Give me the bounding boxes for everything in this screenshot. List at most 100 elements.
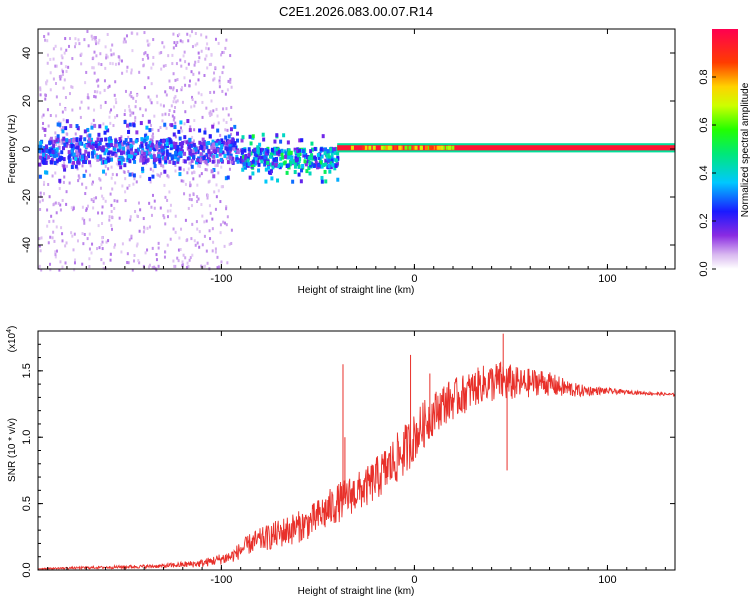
spectrogram-noise-cell xyxy=(200,49,203,53)
spectrogram-noise-cell xyxy=(178,32,181,36)
spectrogram-noise-cell xyxy=(44,93,47,97)
spectrogram-band-cell xyxy=(288,159,292,164)
spectrogram-noise-cell xyxy=(115,162,118,166)
spectrogram-band-cell xyxy=(266,160,270,165)
spectrogram-noise-cell xyxy=(158,174,161,178)
spectrogram-band-cell xyxy=(99,156,103,161)
spectrogram-x-axis-label: Height of straight line (km) xyxy=(298,285,415,296)
spectrogram-noise-cell xyxy=(99,106,102,110)
spectrogram-band-cell xyxy=(243,156,247,161)
spectrogram-noise-cell xyxy=(63,78,66,82)
spectrogram-band-cell xyxy=(210,169,214,174)
spectrogram-noise-cell xyxy=(74,258,77,262)
spectrogram-noise-cell xyxy=(118,58,121,62)
spectrogram-noise-cell xyxy=(143,52,146,56)
colorbar-tick-label: 0.2 xyxy=(698,213,710,228)
spectrogram-noise-cell xyxy=(194,43,197,47)
spectrogram-noise-cell xyxy=(229,80,232,84)
spectrogram-noise-cell xyxy=(77,38,80,42)
spectrogram-noise-cell xyxy=(197,91,200,95)
spectrogram-band-dot xyxy=(380,145,384,150)
spectrogram-noise-cell xyxy=(172,227,175,231)
spectrogram-band-cell xyxy=(169,143,173,148)
spectrogram-band-cell xyxy=(98,141,102,146)
spectrogram-noise-cell xyxy=(190,198,193,202)
spectrogram-noise-cell xyxy=(96,247,99,251)
spectrogram-noise-cell xyxy=(61,110,64,114)
spectrogram-noise-cell xyxy=(201,100,204,104)
spectrogram-band-dot xyxy=(361,145,365,150)
spectrogram-noise-cell xyxy=(181,264,184,268)
spectrogram-noise-cell xyxy=(80,62,83,66)
spectrogram-band-cell xyxy=(195,160,199,165)
spectrogram-noise-cell xyxy=(78,176,81,180)
spectrogram-band-cell xyxy=(212,174,216,179)
spectrogram-noise-cell xyxy=(150,205,153,209)
spectrogram-noise-cell xyxy=(160,51,163,55)
spectrogram-noise-cell xyxy=(97,62,100,66)
spectrogram-noise-cell xyxy=(54,201,57,205)
spectrogram-noise-cell xyxy=(183,76,186,80)
spectrogram-band-cell xyxy=(87,139,91,144)
spectrogram-band-cell xyxy=(90,125,94,130)
spectrogram-noise-cell xyxy=(43,180,46,184)
spectrogram-band-cell xyxy=(155,157,159,162)
spectrogram-noise-cell xyxy=(116,114,119,118)
spectrogram-band-dot xyxy=(429,145,433,150)
spectrogram-noise-cell xyxy=(213,71,216,75)
spectrogram-band-cell xyxy=(70,141,74,146)
spectrogram-noise-cell xyxy=(48,195,51,199)
spectrogram-band-cell xyxy=(96,154,100,159)
spectrogram-noise-cell xyxy=(84,192,87,196)
spectrogram-noise-cell xyxy=(63,51,66,55)
spectrogram-noise-cell xyxy=(57,143,60,147)
spectrogram-noise-cell xyxy=(183,50,186,54)
spectrogram-noise-cell xyxy=(132,182,135,186)
spectrogram-band-cell xyxy=(212,149,216,154)
spectrogram-noise-cell xyxy=(139,107,142,111)
spectrogram-band-cell xyxy=(55,138,59,143)
spectrogram-noise-cell xyxy=(184,83,187,87)
spectrogram-band-cell xyxy=(257,162,261,167)
spectrogram-noise-cell xyxy=(196,183,199,187)
spectrogram-noise-cell xyxy=(113,105,116,109)
spectrogram-noise-cell xyxy=(126,252,129,256)
spectrogram-noise-cell xyxy=(120,59,123,63)
spectrogram-noise-cell xyxy=(189,34,192,38)
spectrogram-noise-cell xyxy=(88,247,91,251)
spectrogram-band-cell xyxy=(61,146,65,151)
spectrogram-noise-cell xyxy=(143,225,146,229)
spectrogram-noise-cell xyxy=(62,86,65,90)
spectrogram-band-cell xyxy=(112,151,116,156)
colorbar: 0.0 0.2 0.4 0.6 0.8 Normalized spectral ampl… xyxy=(698,29,750,277)
spectrogram-noise-cell xyxy=(155,268,158,272)
colorbar-tick-label: 0.4 xyxy=(698,165,710,180)
spectrogram-band-cell xyxy=(94,144,98,149)
spectrogram-band-cell xyxy=(206,158,210,163)
spectrogram-noise-cell xyxy=(212,122,215,126)
snr-scale-prefix: (x10 xyxy=(7,332,18,352)
spectrogram-noise-cell xyxy=(172,86,175,90)
spectrogram-noise-cell xyxy=(68,44,71,48)
spectrogram-noise-cell xyxy=(128,238,131,242)
snr-y-axis-label: SNR (10 * v/v) xyxy=(7,418,18,482)
spectrogram-noise-cell xyxy=(188,84,191,88)
spectrogram-noise-cell xyxy=(116,199,119,203)
spectrogram-noise-cell xyxy=(85,207,88,211)
spectrogram-noise-cell xyxy=(128,93,131,97)
spectrogram-noise-cell xyxy=(102,261,105,265)
spectrogram-noise-cell xyxy=(212,109,215,113)
spectrogram-band-cell xyxy=(191,149,195,154)
spectrogram-noise-cell xyxy=(151,266,154,270)
spectrogram-noise-cell xyxy=(201,214,204,218)
spectrogram-band-cell xyxy=(248,149,252,154)
spectrogram-noise-cell xyxy=(58,268,61,272)
spectrogram-band-cell xyxy=(264,179,268,184)
spectrogram-noise-cell xyxy=(128,104,131,108)
spectrogram-band-cell xyxy=(87,151,91,156)
spectrogram-noise-cell xyxy=(152,169,155,173)
spectrogram-noise-cell xyxy=(186,261,189,265)
spectrogram-band-cell xyxy=(63,142,67,147)
spectrogram-noise-cell xyxy=(54,171,57,175)
spectrogram-band-cell xyxy=(72,160,76,165)
